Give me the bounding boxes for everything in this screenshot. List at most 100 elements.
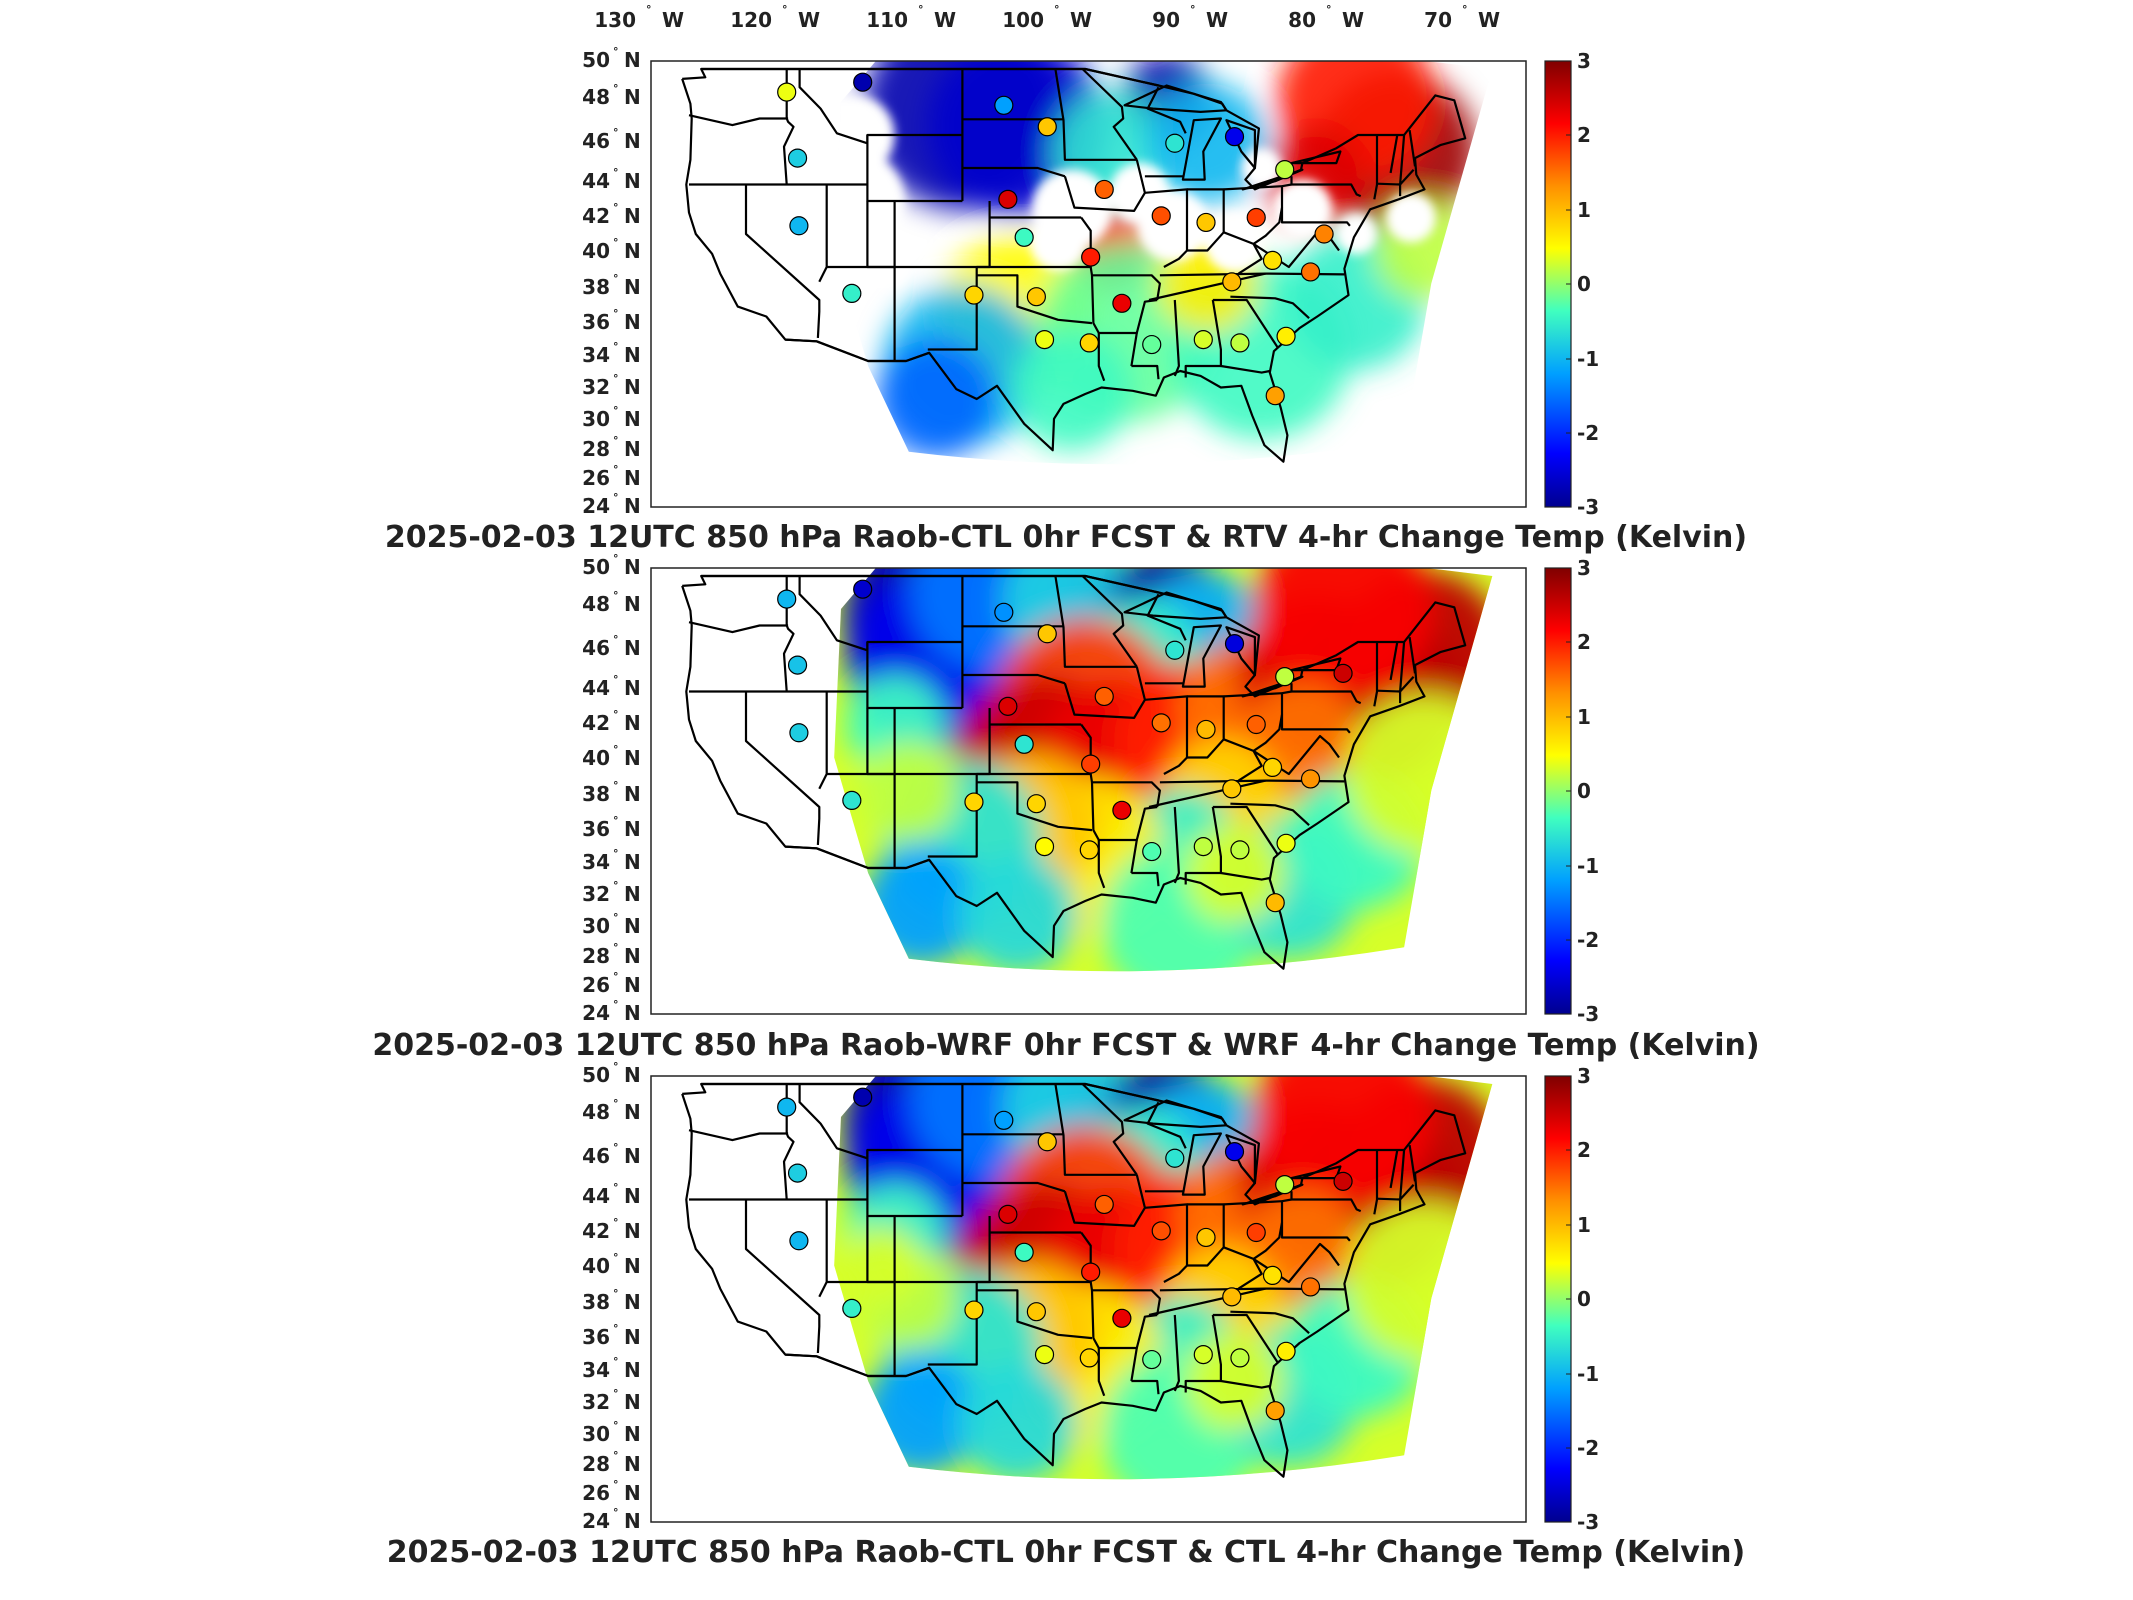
missing-data-gap — [1272, 179, 1333, 240]
state-border — [1146, 86, 1187, 134]
lat-suffix: N — [624, 204, 641, 228]
lat-suffix: N — [624, 1144, 641, 1168]
lon-label-80: 80 — [1288, 8, 1316, 32]
raob-station-marker — [787, 148, 808, 168]
lat-label: 28 — [582, 437, 610, 461]
state-border — [927, 1216, 991, 1366]
raob-station-marker — [1037, 624, 1057, 644]
lat-label: 24 — [582, 1001, 610, 1025]
state-border — [1220, 364, 1271, 374]
state-border — [1148, 1287, 1266, 1317]
state-border — [1223, 1246, 1263, 1290]
border-canada — [701, 67, 1159, 87]
border-mexico — [785, 845, 930, 870]
lat-suffix: N — [624, 592, 641, 616]
raob-station-marker — [1224, 1142, 1245, 1162]
raob-station-marker — [1026, 287, 1046, 307]
lat-degree-mark: ° — [613, 847, 619, 860]
lon-suffix: W — [934, 8, 956, 32]
raob-station-marker — [1333, 663, 1353, 683]
raob-station-marker — [1014, 734, 1034, 754]
state-border — [962, 1181, 1066, 1193]
lake-outline — [1181, 117, 1222, 181]
lat-label: 44 — [582, 676, 610, 700]
raob-station-marker — [1265, 386, 1285, 406]
lat-suffix: N — [624, 973, 641, 997]
raob-station-marker — [1081, 754, 1101, 774]
lat-suffix: N — [624, 676, 641, 700]
raob-station-marker — [1230, 1348, 1250, 1368]
state-border — [1280, 1222, 1351, 1242]
raob-station-marker — [1196, 1227, 1216, 1248]
raob-station-marker — [1142, 334, 1162, 355]
lat-suffix: N — [624, 882, 641, 906]
colorbar-tick-label: -1 — [1577, 1362, 1599, 1386]
state-border — [1220, 1379, 1271, 1389]
state-border — [1212, 298, 1279, 349]
panel-wrf: 50 ° N48 ° N46 ° N44 ° N42 ° N40 ° N38 ° N36 ° N34 ° N32 ° N… — [582, 552, 1599, 1026]
raob-station-marker — [1112, 800, 1132, 820]
lon-degree-mark: ° — [1462, 3, 1468, 16]
raob-station-marker — [1246, 714, 1266, 735]
state-border — [1291, 1198, 1362, 1213]
missing-data-gap — [1030, 214, 1087, 271]
lat-suffix: N — [624, 466, 641, 490]
state-border — [744, 1199, 821, 1354]
longitude-axis-labels: 130 120 110 100 90 80 70 ° W ° W ° W ° W ° W ° W ° W — [594, 3, 1500, 32]
lat-degree-mark: ° — [613, 1419, 619, 1432]
colorbar-tick-label: 3 — [1577, 556, 1591, 580]
colorbar-tick-label: -2 — [1577, 421, 1599, 445]
missing-data-gap — [1241, 148, 1282, 188]
raob-station-marker — [1094, 179, 1114, 200]
lat-degree-mark: ° — [613, 201, 619, 214]
state-border — [1280, 207, 1351, 227]
lat-degree-mark: ° — [613, 911, 619, 924]
raob-station-marker — [777, 82, 797, 102]
field-blob — [1011, 330, 1132, 451]
lat-degree-mark: ° — [613, 814, 619, 827]
state-border — [1089, 266, 1161, 301]
lat-suffix: N — [624, 1509, 641, 1533]
state-border — [1223, 692, 1284, 752]
raob-station-marker — [1079, 840, 1099, 860]
lat-degree-mark: ° — [613, 307, 619, 320]
raob-station-marker — [1081, 247, 1101, 267]
state-border — [1280, 714, 1351, 734]
lat-label: 24 — [582, 1509, 610, 1533]
lat-degree-mark: ° — [613, 236, 619, 249]
lat-degree-mark: ° — [613, 82, 619, 95]
state-border — [1089, 1281, 1161, 1316]
lon-degree-mark: ° — [1326, 3, 1332, 16]
raob-station-marker — [1196, 212, 1216, 233]
lat-suffix: N — [624, 817, 641, 841]
lat-suffix: N — [624, 1390, 641, 1414]
lat-suffix: N — [624, 1481, 641, 1505]
state-border — [1389, 1149, 1399, 1189]
lat-label: 46 — [582, 636, 610, 660]
raob-station-marker — [1222, 779, 1242, 799]
state-border — [1081, 68, 1138, 161]
state-border — [1081, 1083, 1138, 1176]
lat-suffix: N — [624, 944, 641, 968]
field-blob — [957, 1362, 1078, 1480]
state-border — [962, 166, 1066, 178]
state-border — [1173, 1314, 1180, 1392]
state-border — [1148, 779, 1266, 809]
lat-label: 48 — [582, 1100, 610, 1124]
lake-outline — [1181, 624, 1222, 688]
raob-station-marker — [1014, 227, 1034, 247]
lat-label: 26 — [582, 1481, 610, 1505]
lat-degree-mark: ° — [613, 941, 619, 954]
raob-station-marker — [842, 283, 862, 303]
lat-degree-mark: ° — [613, 743, 619, 756]
lat-suffix: N — [624, 48, 641, 72]
raob-station-marker — [1275, 160, 1295, 180]
lat-degree-mark: ° — [613, 552, 619, 565]
lat-suffix: N — [624, 494, 641, 518]
state-border — [1089, 773, 1161, 808]
raob-station-marker — [1276, 833, 1296, 853]
lat-suffix: N — [624, 239, 641, 263]
raob-station-marker — [1142, 841, 1162, 862]
state-border — [782, 1084, 795, 1200]
state-border — [1063, 159, 1146, 212]
